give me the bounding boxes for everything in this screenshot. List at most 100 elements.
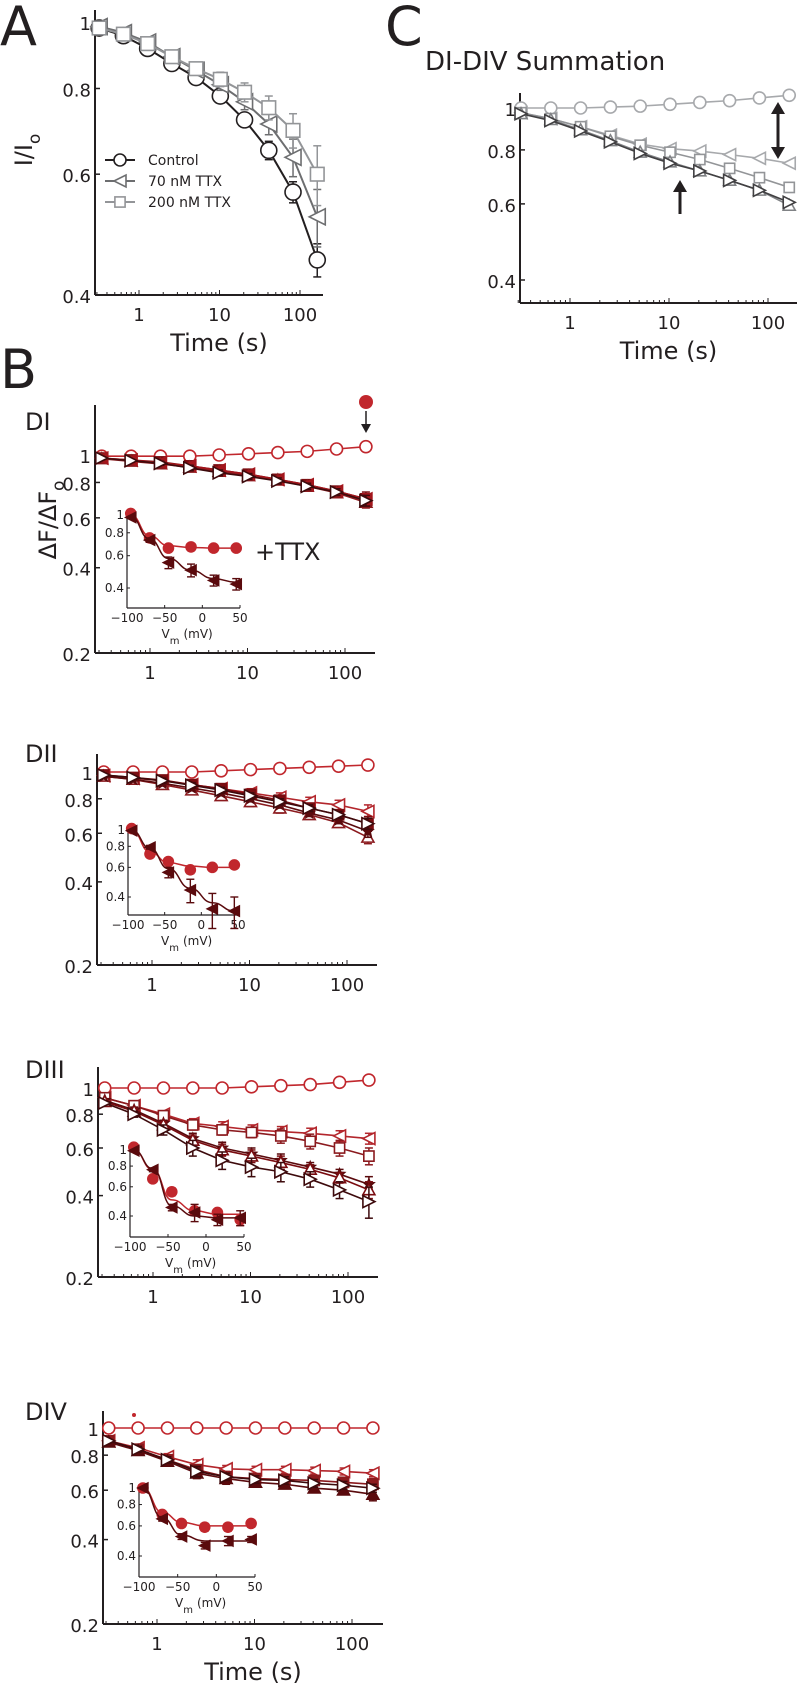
inset-y-tick-label: 0.8 (105, 526, 124, 540)
inset-data-point (227, 904, 241, 918)
inset-x-tick-label: 50 (247, 1580, 262, 1594)
inset-x-tick-label: −100 (114, 1240, 147, 1254)
data-point (212, 465, 227, 481)
small-red-dot (132, 1413, 136, 1417)
inset-x-tick-label: 0 (198, 918, 206, 932)
data-point (336, 1477, 352, 1493)
series-triangle-right (94, 450, 374, 508)
chart-title: DII (25, 740, 58, 768)
y-tick-label: 0.6 (62, 510, 91, 531)
data-point (185, 778, 200, 793)
inset-data-point (136, 1481, 149, 1495)
series-open-circle (97, 1073, 376, 1095)
inset-x-axis-label: Vm(mV) (161, 934, 212, 954)
data-point (131, 1421, 145, 1435)
data-point (216, 1123, 229, 1136)
data-point (663, 155, 678, 171)
data-point (241, 446, 256, 461)
series-triangle-right (97, 1095, 377, 1219)
chart-b-dii: DII 1 10 100 1 0.8 0.6 0.4 0.2 −100 −50 0 50 1 0.8 0.6 0… (25, 740, 377, 996)
inset-y-tick-label: 0.4 (106, 890, 125, 904)
inset-y-tick-label: 0.6 (106, 860, 125, 874)
inset-series-control (124, 824, 241, 930)
series-line (104, 1099, 370, 1186)
y-tick-label: 1 (88, 1420, 99, 1441)
down-arrow-icon (361, 424, 371, 433)
series-line (104, 1102, 370, 1203)
data-point (215, 1153, 230, 1168)
data-point (245, 1126, 258, 1139)
series-line (101, 457, 367, 500)
x-tick-label: 100 (283, 305, 317, 326)
legend: Control 70 nM TTX 200 nM TTX (105, 153, 231, 211)
data-point (215, 1081, 229, 1095)
data-point (300, 479, 315, 494)
x-tick-label: 1 (151, 1634, 162, 1655)
arrow-head (771, 102, 785, 114)
legend-marker (114, 196, 126, 208)
data-point (101, 1421, 116, 1435)
inset-x-label-sub: m (169, 943, 179, 954)
inset-data-point (123, 511, 137, 524)
inset-data-point (184, 563, 197, 577)
legend-label: 70 nM TTX (148, 174, 223, 190)
series-line (104, 1079, 369, 1089)
data-point (751, 150, 767, 166)
data-point (164, 49, 180, 65)
data-point (362, 1194, 377, 1209)
y-tick-label: 0.8 (62, 474, 91, 495)
x-tick-label: 100 (328, 663, 362, 684)
x-axis-label: Time (s) (619, 337, 718, 365)
data-point (544, 113, 559, 128)
panel-letter: A (0, 0, 37, 58)
inset-data-point (230, 542, 243, 554)
inset-x-axis-label: Vm(mV) (162, 627, 213, 647)
x-tick-label: 100 (335, 1634, 369, 1655)
inset-series-control (123, 511, 243, 591)
data-point (273, 761, 287, 776)
data-point (160, 1452, 176, 1468)
x-tick-label: 10 (208, 305, 231, 326)
data-point (329, 484, 345, 500)
data-point (273, 794, 288, 810)
y-tick-label: 0.8 (64, 791, 93, 812)
data-point (359, 493, 374, 508)
arrow-head (771, 147, 785, 159)
series-line (101, 457, 367, 500)
data-point (366, 1421, 380, 1435)
inset-data-point (206, 861, 219, 874)
inset-chart: −100 −50 0 50 1 0.8 0.6 0.4 Vm (mV) (106, 822, 246, 954)
inset-x-label-main: V (161, 934, 170, 948)
x-tick-label: 10 (238, 975, 261, 996)
chart-a: A 1 10 100 1 0.8 0.6 0.4 Time (s) I/Io Control 70 n… (0, 0, 327, 357)
inset-x-tick-label: 50 (232, 611, 247, 625)
x-tick-label: 100 (331, 1287, 365, 1308)
data-point (359, 439, 373, 454)
inset-data-point (205, 902, 219, 916)
data-point (127, 1106, 142, 1122)
data-point (188, 61, 204, 77)
y-tick-label: 0.2 (65, 1269, 94, 1290)
data-point (186, 1119, 199, 1131)
y-tick-label: 0.4 (65, 1188, 94, 1209)
data-point (101, 1433, 117, 1449)
series-line (103, 764, 368, 773)
data-point (663, 97, 677, 112)
data-point (693, 163, 708, 179)
inset-chart: −100 −50 0 50 1 0.8 0.6 0.4 Vm (mV) (108, 1141, 252, 1276)
data-point (274, 1078, 288, 1093)
series-line (520, 112, 790, 204)
y-axis-label-sub: o (24, 134, 44, 144)
inset-data-point (222, 1521, 234, 1533)
inset-x-label-main: V (165, 1256, 174, 1270)
data-point (244, 1080, 259, 1094)
series-line (103, 775, 369, 833)
data-point (303, 1077, 318, 1092)
inset-x-tick-label: −100 (112, 918, 145, 932)
legend-label: Control (148, 153, 199, 169)
inset-y-tick-label: 1 (119, 1143, 127, 1157)
data-point (309, 166, 325, 182)
data-point (140, 36, 156, 52)
y-tick-label: 0.4 (64, 874, 93, 895)
series-line (101, 445, 366, 458)
